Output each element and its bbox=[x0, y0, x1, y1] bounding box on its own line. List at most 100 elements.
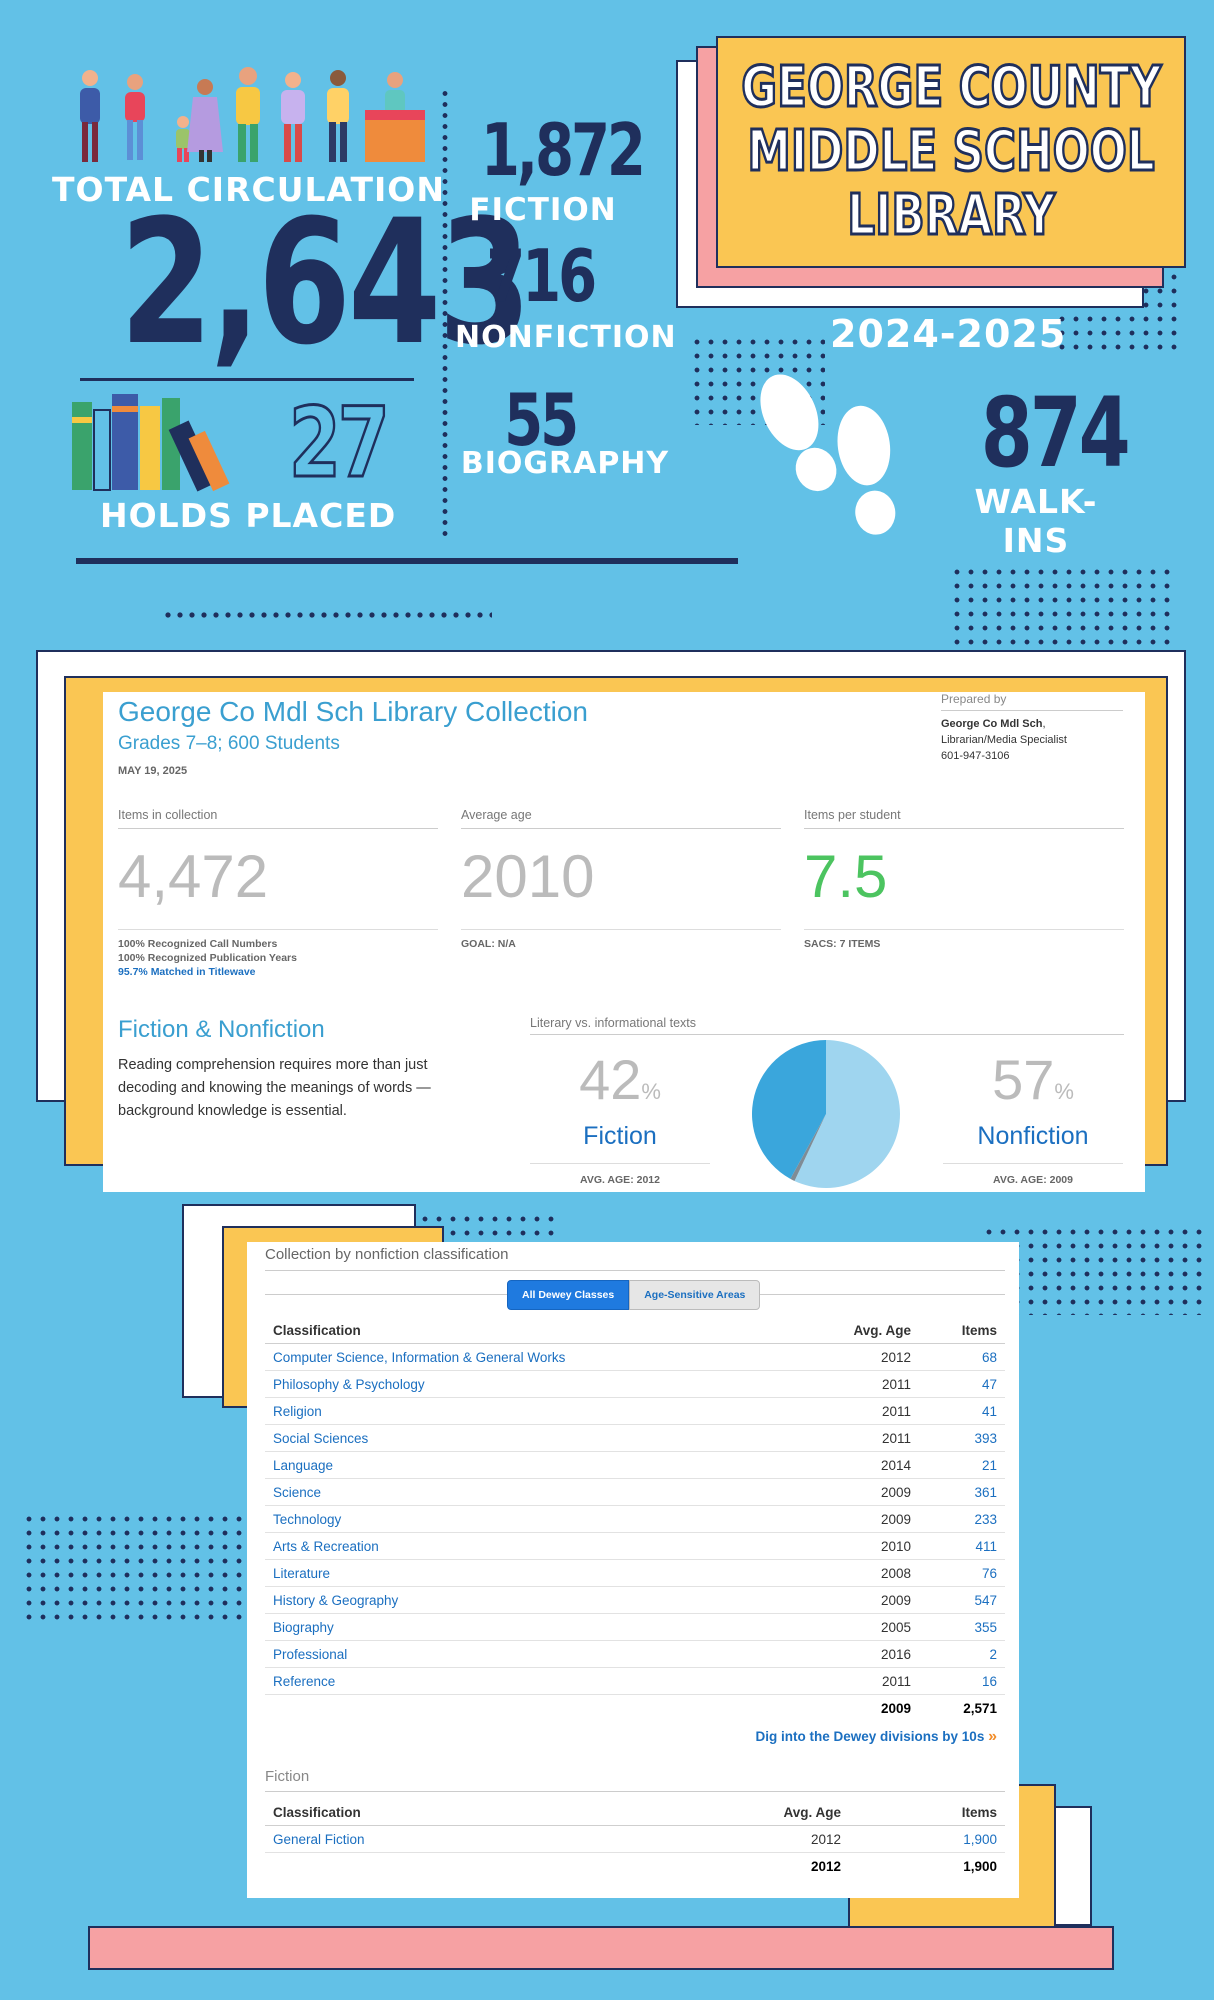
lit-label: Literary vs. informational texts bbox=[530, 1016, 1124, 1035]
books-illustration bbox=[72, 394, 230, 492]
prepared-role: Librarian/Media Specialist bbox=[941, 734, 1067, 746]
title-line-1: GEORGE COUNTY bbox=[740, 54, 1162, 121]
classification-link[interactable]: Biography bbox=[265, 1613, 794, 1641]
classification-link[interactable]: Reference bbox=[265, 1667, 794, 1695]
avg-age-cell: 2008 bbox=[793, 1559, 919, 1587]
age-label: Average age bbox=[461, 808, 781, 829]
fiction-count: 1,872 bbox=[480, 108, 646, 192]
title-line-3: LIBRARY bbox=[846, 182, 1056, 249]
col-items: Items bbox=[919, 1317, 1005, 1344]
classification-link[interactable]: Social Sciences bbox=[265, 1424, 794, 1452]
walkins-label: WALK-INS bbox=[974, 482, 1098, 560]
items-count-link[interactable]: 41 bbox=[919, 1397, 1005, 1425]
items-count-link[interactable]: 76 bbox=[919, 1559, 1005, 1587]
classification-link[interactable]: Philosophy & Psychology bbox=[265, 1370, 794, 1398]
fiction-col-items: Items bbox=[849, 1799, 1005, 1826]
items-count-link[interactable]: 547 bbox=[919, 1586, 1005, 1614]
table-row: History & Geography 2009 547 bbox=[265, 1586, 1005, 1614]
total-circulation-value: 2,643 bbox=[119, 182, 532, 383]
stat-age-block: Average age 2010 GOAL: N/A bbox=[461, 808, 781, 950]
fiction-total-items: 1,900 bbox=[963, 1858, 997, 1874]
avg-age-cell: 2014 bbox=[793, 1451, 919, 1479]
age-note: GOAL: N/A bbox=[461, 938, 516, 950]
percent-sign: % bbox=[1054, 1079, 1074, 1104]
bottom-frame-pink bbox=[88, 1926, 1114, 1970]
fn-text: Reading comprehension requires more than… bbox=[118, 1057, 431, 1119]
tab-all-dewey-classes[interactable]: All Dewey Classes bbox=[507, 1280, 630, 1310]
table-row: Computer Science, Information & General … bbox=[265, 1343, 1005, 1371]
holds-label: HOLDS PLACED bbox=[100, 496, 397, 535]
stat-per-student-block: Items per student 7.5 SACS: 7 ITEMS bbox=[804, 808, 1124, 950]
table-row: Reference 2011 16 bbox=[265, 1667, 1005, 1695]
divider-dotted-line bbox=[442, 88, 448, 536]
items-count-link[interactable]: 16 bbox=[919, 1667, 1005, 1695]
classification-link[interactable]: Computer Science, Information & General … bbox=[265, 1343, 794, 1371]
report-title: George Co Mdl Sch Library Collection bbox=[118, 696, 588, 727]
items-count-link[interactable]: 355 bbox=[919, 1613, 1005, 1641]
col-avg-age: Avg. Age bbox=[793, 1317, 919, 1344]
fiction-count-label: FICTION bbox=[469, 192, 617, 228]
table-row: Literature 2008 76 bbox=[265, 1559, 1005, 1587]
fiction-total-row: 2012 1,900 bbox=[265, 1853, 1005, 1880]
decorative-dots bbox=[22, 1512, 246, 1620]
classification-link[interactable]: Technology bbox=[265, 1505, 794, 1533]
nonfiction-count-label: NONFICTION bbox=[455, 320, 677, 355]
classification-link[interactable]: Religion bbox=[265, 1397, 794, 1425]
avg-age-cell: 2010 bbox=[793, 1532, 919, 1560]
collection-report-panel: George Co Mdl Sch Library Collection Gra… bbox=[103, 692, 1145, 1192]
title-card: GEORGE COUNTY MIDDLE SCHOOL LIBRARY bbox=[716, 36, 1186, 268]
classification-link[interactable]: Science bbox=[265, 1478, 794, 1506]
table-row: Language 2014 21 bbox=[265, 1451, 1005, 1479]
tab-age-sensitive-areas[interactable]: Age-Sensitive Areas bbox=[629, 1280, 761, 1310]
dewey-heading: Collection by nonfiction classification bbox=[265, 1246, 509, 1263]
dig-dewey-link[interactable]: Dig into the Dewey divisions by 10s » bbox=[755, 1728, 997, 1745]
items-count-link[interactable]: 361 bbox=[919, 1478, 1005, 1506]
items-count-link[interactable]: 2 bbox=[919, 1640, 1005, 1668]
age-value: 2010 bbox=[461, 829, 781, 930]
classification-link[interactable]: Professional bbox=[265, 1640, 794, 1668]
fiction-col-avg-age: Avg. Age bbox=[611, 1799, 849, 1826]
items-note-call: 100% Recognized Call Numbers bbox=[118, 938, 278, 950]
classification-link[interactable]: Arts & Recreation bbox=[265, 1532, 794, 1560]
avg-age-cell: 2012 bbox=[793, 1343, 919, 1371]
general-fiction-items[interactable]: 1,900 bbox=[849, 1825, 1005, 1853]
avg-age-cell: 2011 bbox=[793, 1424, 919, 1452]
items-note-years: 100% Recognized Publication Years bbox=[118, 952, 297, 964]
avg-age-cell: 2011 bbox=[793, 1667, 919, 1695]
total-avg-age: 2009 bbox=[880, 1700, 911, 1716]
items-count-link[interactable]: 68 bbox=[919, 1343, 1005, 1371]
table-row: Arts & Recreation 2010 411 bbox=[265, 1532, 1005, 1560]
table-row: General Fiction 2012 1,900 bbox=[265, 1825, 1005, 1853]
dewey-tabs: All Dewey Classes Age-Sensitive Areas bbox=[507, 1280, 761, 1310]
holds-value: 27 bbox=[288, 387, 391, 499]
fiction-table: Classification Avg. Age Items General Fi… bbox=[265, 1799, 1005, 1879]
nonfiction-count: 716 bbox=[486, 234, 597, 318]
title-line-2: MIDDLE SCHOOL bbox=[746, 118, 1156, 185]
prepared-by-divider bbox=[941, 710, 1123, 711]
general-fiction-link[interactable]: General Fiction bbox=[265, 1825, 612, 1853]
items-count-link[interactable]: 21 bbox=[919, 1451, 1005, 1479]
table-row: Science 2009 361 bbox=[265, 1478, 1005, 1506]
prepared-phone: 601-947-3106 bbox=[941, 750, 1010, 762]
classification-link[interactable]: Literature bbox=[265, 1559, 794, 1587]
items-note-titlewave: 95.7% Matched in Titlewave bbox=[118, 966, 256, 978]
items-count-link[interactable]: 393 bbox=[919, 1424, 1005, 1452]
dewey-total-row: 2009 2,571 bbox=[265, 1695, 1005, 1722]
avg-age-cell: 2009 bbox=[793, 1586, 919, 1614]
prepared-by-label: Prepared by bbox=[941, 692, 1007, 706]
items-count-link[interactable]: 411 bbox=[919, 1532, 1005, 1560]
items-value: 4,472 bbox=[118, 829, 438, 930]
biography-count: 55 bbox=[504, 378, 579, 462]
items-count-link[interactable]: 233 bbox=[919, 1505, 1005, 1533]
avg-age-cell: 2009 bbox=[793, 1505, 919, 1533]
total-items: 2,571 bbox=[963, 1700, 997, 1716]
items-count-link[interactable]: 47 bbox=[919, 1370, 1005, 1398]
col-classification: Classification bbox=[265, 1317, 794, 1344]
classification-link[interactable]: History & Geography bbox=[265, 1586, 794, 1614]
people-illustration bbox=[80, 67, 425, 162]
classification-link[interactable]: Language bbox=[265, 1451, 794, 1479]
dewey-heading-divider bbox=[265, 1270, 1005, 1271]
per-student-value: 7.5 bbox=[804, 829, 1124, 930]
fiction-slice bbox=[752, 1040, 826, 1179]
nonfiction-age: AVG. AGE: 2009 bbox=[943, 1163, 1123, 1186]
